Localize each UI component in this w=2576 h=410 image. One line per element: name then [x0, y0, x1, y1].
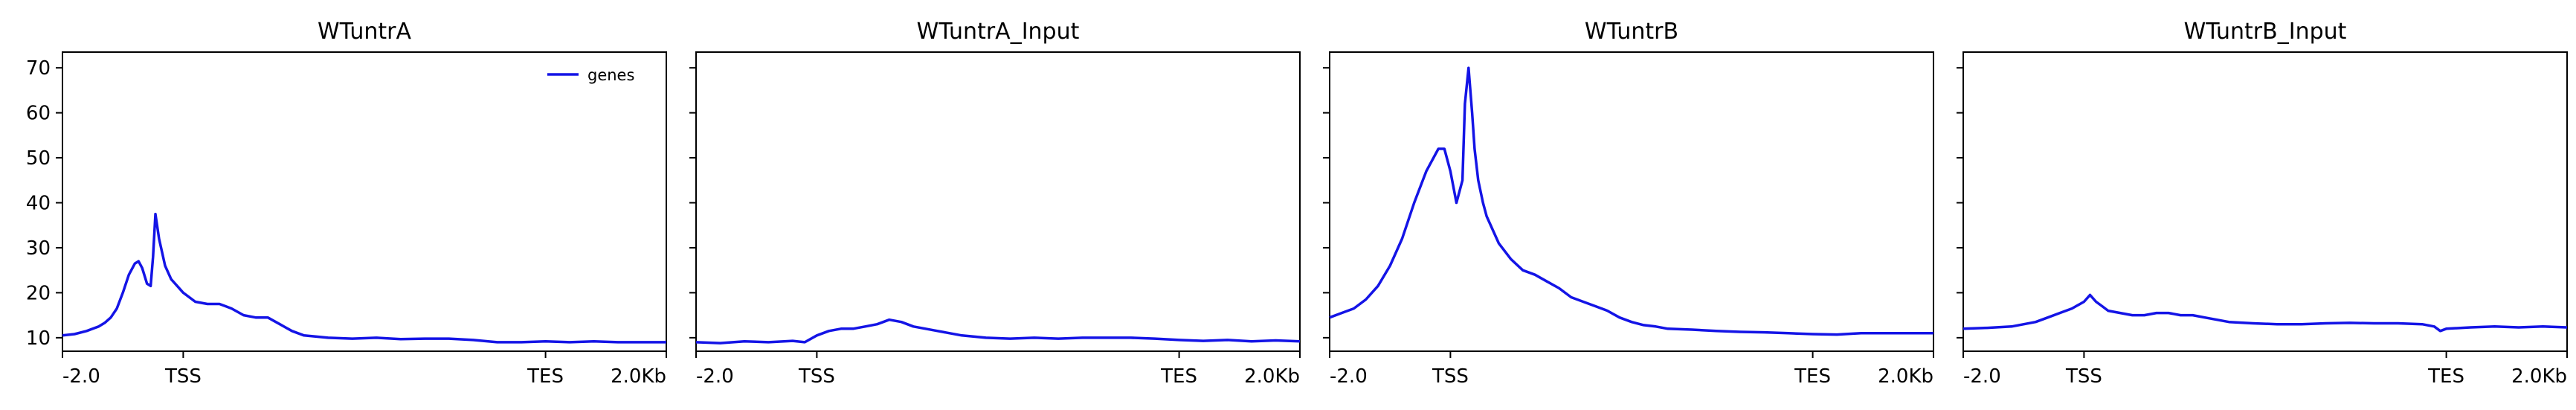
chart-title: WTuntrA: [318, 19, 412, 45]
y-tick-label: 20: [26, 282, 51, 304]
series-line-genes: [62, 212, 666, 344]
series-line-genes: [1329, 66, 1933, 336]
x-tick-label: 2.0Kb: [2511, 365, 2567, 388]
x-tick-label: TES: [1160, 365, 1197, 388]
y-tick-label: 70: [26, 57, 51, 80]
y-tick-label: 40: [26, 193, 51, 215]
x-tick-label: TES: [527, 365, 564, 388]
x-tick-label: -2.0: [696, 365, 734, 388]
series-line-genes: [1962, 293, 2568, 333]
chart-panel-2: WTuntrA_Input -2.0 TSS TES 2.0Kb: [689, 19, 1301, 388]
x-tick-label: -2.0: [1963, 365, 2001, 388]
x-tick-label: TSS: [164, 365, 202, 388]
y-tick-label: 10: [26, 327, 51, 350]
chart-panel-1: WTuntrA -2.0 TSS TES 2.0Kb 10 20 30 40 50 60 70 gene…: [26, 19, 667, 388]
chart-title: WTuntrB_Input: [2184, 19, 2347, 45]
y-tick-label: 30: [26, 237, 51, 260]
x-tick-label: TSS: [2065, 365, 2102, 388]
x-tick-label: TSS: [798, 365, 835, 388]
plot-frame: [1962, 51, 2568, 352]
x-tick-label: 2.0Kb: [611, 365, 666, 388]
plot-frame: [695, 51, 1301, 352]
plot-frame: [62, 51, 667, 352]
series-line-genes: [695, 318, 1301, 345]
x-tick-label: -2.0: [62, 365, 100, 388]
chart-title: WTuntrA_Input: [917, 19, 1080, 45]
y-tick-label: 50: [26, 147, 51, 170]
x-tick-label: 2.0Kb: [1244, 365, 1300, 388]
x-tick-label: -2.0: [1330, 365, 1368, 388]
plot-frame: [1329, 51, 1934, 352]
x-tick-label: 2.0Kb: [1878, 365, 1933, 388]
x-tick-label: TES: [2427, 365, 2464, 388]
x-tick-label: TES: [1794, 365, 1831, 388]
x-tick-label: TSS: [1432, 365, 1469, 388]
chart-title: WTuntrB: [1585, 19, 1678, 45]
chart-panel-4: WTuntrB_Input -2.0 TSS TES 2.0Kb: [1957, 19, 2568, 388]
y-tick-label: 60: [26, 103, 51, 125]
legend-label: genes: [587, 66, 634, 84]
chart-panel-3: WTuntrB -2.0 TSS TES 2.0Kb: [1323, 19, 1934, 388]
